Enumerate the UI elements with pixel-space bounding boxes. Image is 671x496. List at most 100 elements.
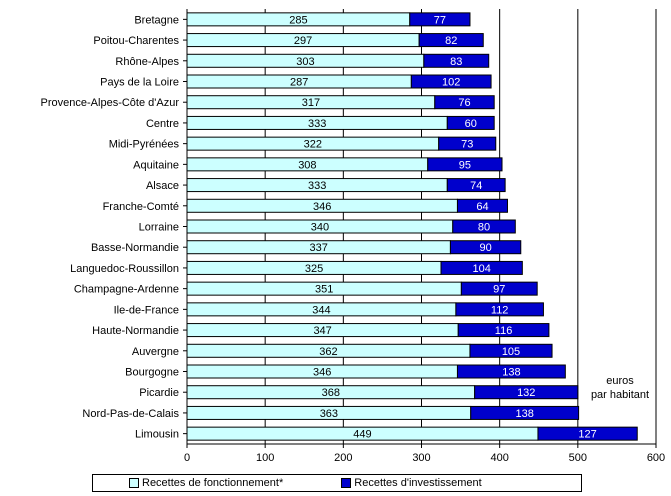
- category-labels: Bretagne Poitou-Charentes Rhône-Alpes Pays …: [41, 14, 187, 441]
- legend-label-fonctionnement: Recettes de fonctionnement*: [142, 477, 284, 489]
- x-tick-label: 300: [412, 452, 430, 464]
- bar-investissement: [457, 323, 550, 338]
- data-label-fonctionnement: 363: [320, 408, 338, 420]
- data-label-investissement: 64: [476, 201, 488, 213]
- data-label-investissement: 127: [578, 429, 596, 441]
- category-label: Poitou-Charentes: [93, 35, 179, 47]
- category-label: Languedoc-Roussillon: [70, 263, 179, 275]
- unit-label-line2: par habitant: [590, 389, 650, 401]
- category-label: Ile-de-France: [114, 304, 179, 316]
- category-label: Pays de la Loire: [100, 77, 179, 89]
- bar-investissement: [474, 385, 579, 400]
- bar-investissement: [446, 115, 495, 130]
- data-label-fonctionnement: 368: [322, 387, 340, 399]
- data-label-investissement: 74: [470, 180, 482, 192]
- data-label-investissement: 60: [465, 118, 477, 130]
- data-label-fonctionnement: 346: [313, 367, 331, 379]
- category-label: Champagne-Ardenne: [74, 284, 179, 296]
- data-label-fonctionnement: 340: [311, 222, 329, 234]
- x-tick-label: 600: [647, 452, 665, 464]
- legend-item-fonctionnement: Recettes de fonctionnement*: [129, 477, 283, 489]
- data-label-fonctionnement: 285: [289, 14, 307, 26]
- x-tick-label: 100: [256, 452, 274, 464]
- category-label: Aquitaine: [133, 159, 179, 171]
- x-tick-labels: 0 100 200 300 400 500 600: [184, 452, 665, 464]
- bar-investissement: [456, 364, 566, 379]
- data-label-fonctionnement: 333: [308, 180, 326, 192]
- category-label: Alsace: [146, 180, 179, 192]
- data-label-fonctionnement: 317: [302, 97, 320, 109]
- category-label: Rhône-Alpes: [115, 56, 179, 68]
- category-label: Midi-Pyrénées: [109, 139, 180, 151]
- category-label: Franche-Comté: [103, 201, 179, 213]
- data-label-investissement: 104: [473, 263, 491, 275]
- x-tick-label: 200: [334, 452, 352, 464]
- category-label: Nord-Pas-de-Calais: [82, 408, 179, 420]
- data-label-investissement: 80: [478, 222, 490, 234]
- bar-investissement: [427, 157, 503, 172]
- bars: 285 77 297 82 303 83 287 102 317 76 333 60 322 73 308 9…: [186, 12, 638, 441]
- data-label-investissement: 112: [491, 304, 509, 316]
- data-label-fonctionnement: 287: [290, 77, 308, 89]
- data-label-investissement: 77: [434, 14, 446, 26]
- bar-investissement: [418, 33, 484, 48]
- data-label-investissement: 116: [495, 325, 513, 337]
- data-label-fonctionnement: 346: [313, 201, 331, 213]
- x-tick-label: 0: [184, 452, 190, 464]
- bar-investissement: [438, 136, 497, 151]
- bar-investissement: [469, 343, 553, 358]
- data-label-investissement: 73: [461, 139, 473, 151]
- data-label-fonctionnement: 322: [304, 139, 322, 151]
- bar-investissement: [409, 12, 471, 27]
- bar-investissement: [410, 74, 492, 89]
- data-label-fonctionnement: 297: [294, 35, 312, 47]
- bar-investissement: [456, 198, 508, 213]
- category-label: Provence-Alpes-Côte d'Azur: [41, 97, 180, 109]
- bar-investissement: [434, 95, 495, 110]
- data-label-fonctionnement: 303: [296, 56, 314, 68]
- data-label-fonctionnement: 449: [353, 429, 371, 441]
- data-label-investissement: 132: [517, 387, 535, 399]
- category-label: Picardie: [139, 387, 179, 399]
- bar-investissement: [440, 260, 523, 275]
- bar-investissement: [452, 219, 516, 234]
- data-label-investissement: 97: [493, 284, 505, 296]
- data-label-fonctionnement: 351: [315, 284, 333, 296]
- bar-investissement: [455, 302, 544, 317]
- unit-label-line1: euros: [606, 375, 634, 387]
- bar-investissement: [460, 281, 538, 296]
- category-label: Haute-Normandie: [92, 325, 179, 337]
- category-label: Lorraine: [139, 222, 179, 234]
- data-label-investissement: 95: [459, 159, 471, 171]
- category-label: Bretagne: [134, 14, 179, 26]
- category-label: Bourgogne: [125, 367, 179, 379]
- data-label-investissement: 76: [458, 97, 470, 109]
- legend-item-investissement: Recettes d'investissement: [341, 477, 482, 489]
- data-label-investissement: 102: [442, 77, 460, 89]
- bar-investissement: [449, 240, 522, 255]
- legend-label-investissement: Recettes d'investissement: [354, 477, 482, 489]
- data-label-investissement: 105: [502, 346, 520, 358]
- data-label-fonctionnement: 325: [305, 263, 323, 275]
- category-label: Basse-Normandie: [91, 242, 179, 254]
- unit-label: euros par habitant: [580, 374, 660, 402]
- bar-investissement: [446, 178, 506, 193]
- legend: Recettes de fonctionnement* Recettes d'i…: [92, 474, 582, 492]
- legend-swatch-fonctionnement: [129, 478, 139, 488]
- category-label: Centre: [146, 118, 179, 130]
- bar-investissement: [537, 426, 638, 441]
- data-label-investissement: 90: [479, 242, 491, 254]
- data-label-fonctionnement: 333: [308, 118, 326, 130]
- category-label: Auvergne: [132, 346, 179, 358]
- data-label-investissement: 83: [450, 56, 462, 68]
- x-tick-label: 500: [569, 452, 587, 464]
- data-label-fonctionnement: 308: [298, 159, 316, 171]
- x-tick-label: 400: [490, 452, 508, 464]
- data-label-investissement: 82: [445, 35, 457, 47]
- legend-swatch-investissement: [341, 478, 352, 488]
- data-label-fonctionnement: 344: [312, 304, 330, 316]
- bar-investissement: [470, 405, 580, 420]
- data-label-investissement: 138: [516, 408, 534, 420]
- data-label-investissement: 138: [502, 367, 520, 379]
